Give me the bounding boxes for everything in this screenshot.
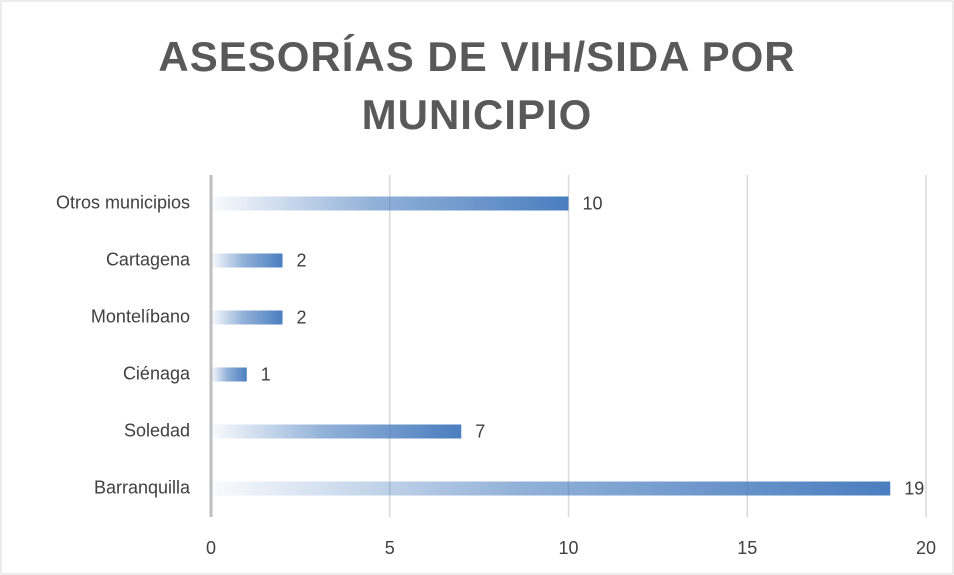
x-tick-label: 15 [737,538,757,558]
x-tick-label: 5 [385,538,395,558]
chart-title: ASESORÍAS DE VIH/SIDA POR MUNICIPIO [158,33,796,138]
y-tick-label: Otros municipios [56,192,190,212]
data-label: 2 [297,307,307,327]
data-label: 2 [297,250,307,270]
bar [211,310,283,325]
x-tick-label: 0 [206,538,216,558]
x-tick-label: 20 [916,538,936,558]
bar [211,367,247,382]
y-tick-label: Ciénaga [123,363,191,383]
data-label: 7 [475,421,485,441]
bar [211,481,891,496]
y-tick-label: Soledad [124,420,190,440]
data-label: 10 [583,193,603,213]
y-tick-label: Cartagena [106,249,191,269]
bar [211,253,283,268]
bar [211,424,462,439]
x-tick-label: 10 [558,538,578,558]
bar [211,196,569,211]
data-label: 19 [904,478,924,498]
data-label: 1 [261,364,271,384]
y-tick-label: Barranquilla [94,477,191,497]
y-tick-label: Montelíbano [91,306,190,326]
